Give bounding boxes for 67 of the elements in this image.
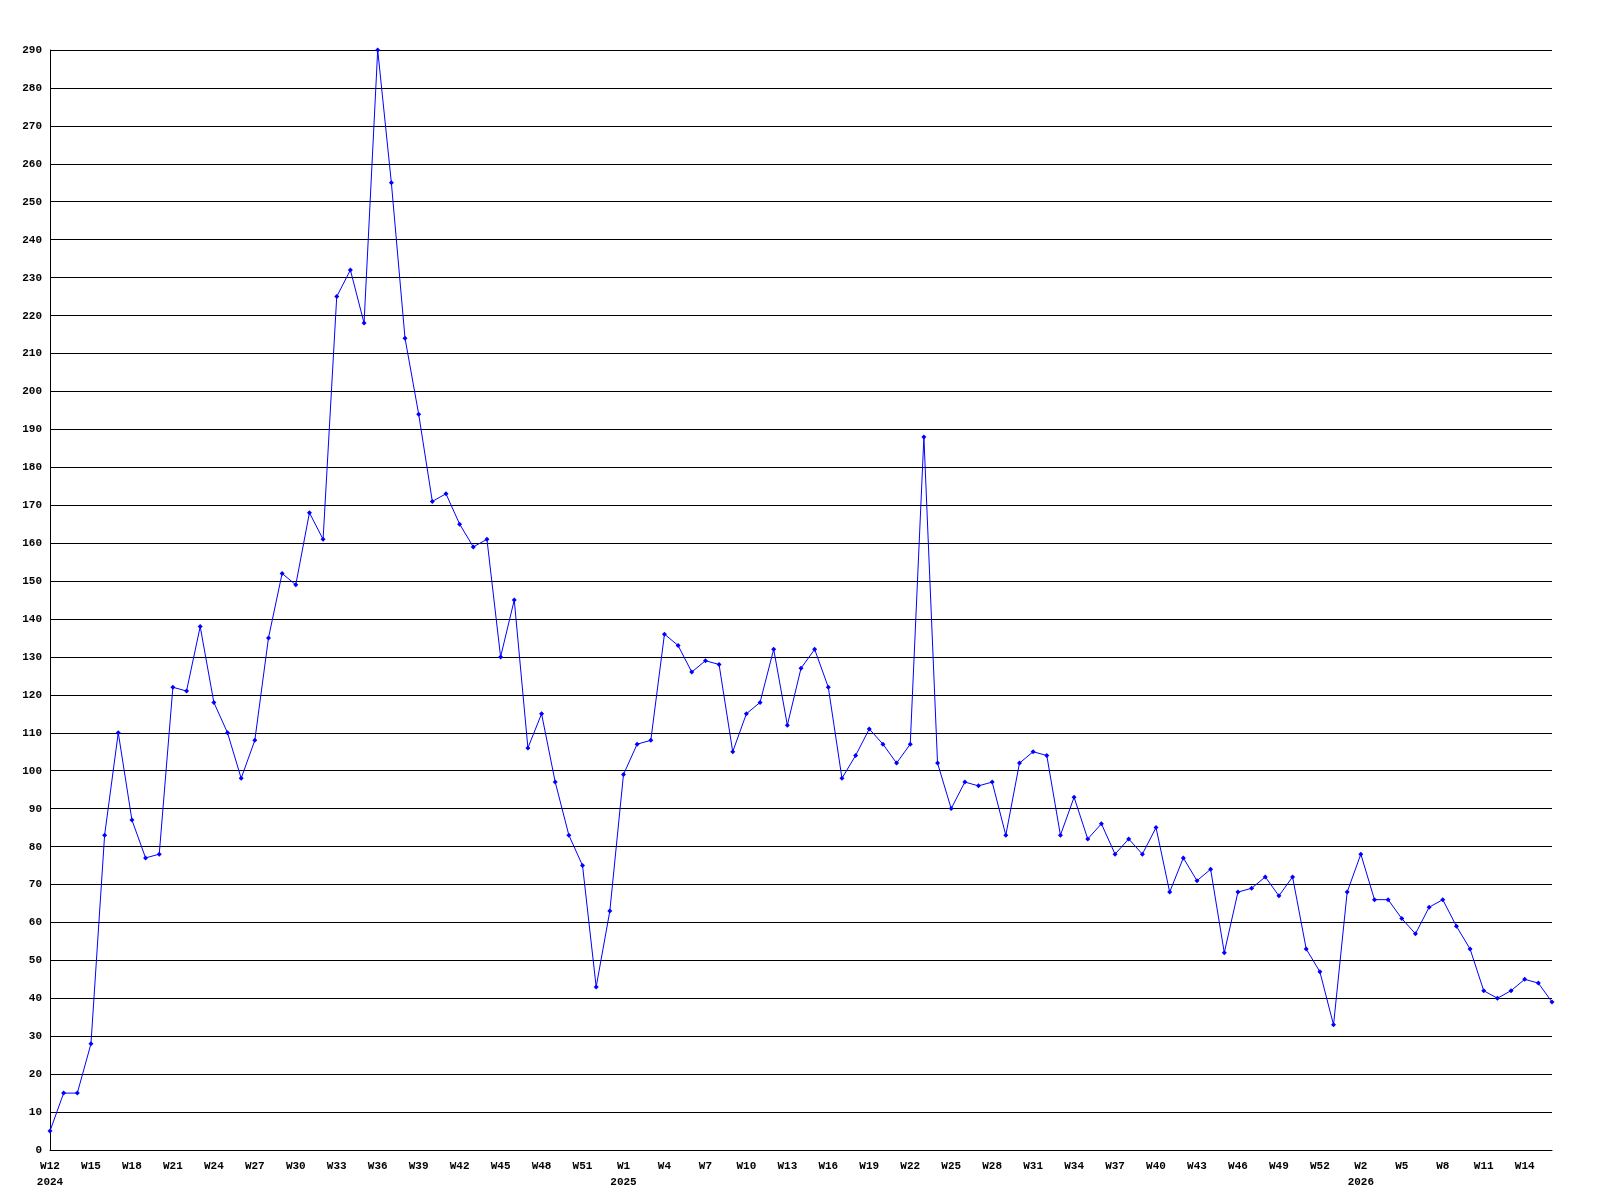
x-tick-label: W36 bbox=[367, 1160, 388, 1172]
x-tick-label: W14 bbox=[1514, 1160, 1535, 1172]
y-tick-label: 50 bbox=[28, 954, 42, 967]
x-tick-label: W16 bbox=[818, 1160, 839, 1172]
x-tick-label: W2 2026 bbox=[1347, 1160, 1375, 1188]
y-tick-label: 180 bbox=[22, 461, 42, 474]
x-tick-label: W5 bbox=[1395, 1160, 1409, 1172]
y-tick-label: 150 bbox=[22, 575, 42, 588]
x-tick-label: W28 bbox=[982, 1160, 1003, 1172]
y-tick-label: 120 bbox=[22, 688, 42, 701]
y-tick-label: 130 bbox=[22, 650, 42, 663]
y-tick-label: 200 bbox=[22, 385, 42, 398]
x-tick-label: W39 bbox=[408, 1160, 429, 1172]
y-tick-label: 40 bbox=[28, 992, 42, 1005]
y-tick-label: 70 bbox=[28, 878, 42, 891]
y-tick-label: 80 bbox=[28, 840, 42, 853]
x-tick-label: W13 bbox=[777, 1160, 798, 1172]
x-tick-label: W25 bbox=[941, 1160, 962, 1172]
y-tick-label: 20 bbox=[28, 1068, 42, 1081]
y-tick-label: 290 bbox=[22, 44, 42, 56]
y-tick-label: 110 bbox=[22, 726, 42, 739]
x-tick-label: W1 2025 bbox=[610, 1160, 638, 1188]
x-tick-label: W30 bbox=[285, 1160, 306, 1172]
x-tick-label: W24 bbox=[203, 1160, 225, 1172]
x-tick-label: W19 bbox=[859, 1160, 880, 1172]
x-tick-label: W8 bbox=[1436, 1160, 1450, 1172]
x-tick-label: W40 bbox=[1146, 1160, 1166, 1172]
y-tick-label: 140 bbox=[22, 612, 42, 625]
y-tick-label: 10 bbox=[28, 1106, 42, 1119]
x-tick-label: W37 bbox=[1105, 1160, 1125, 1172]
y-tick-label: 220 bbox=[22, 309, 42, 322]
x-tick-label: W11 bbox=[1473, 1160, 1495, 1172]
x-tick-label: W46 bbox=[1228, 1160, 1248, 1172]
y-tick-label: 100 bbox=[22, 764, 42, 777]
x-tick-label: W22 bbox=[900, 1160, 921, 1172]
y-tick-label: 210 bbox=[22, 347, 42, 360]
y-tick-label: 90 bbox=[28, 802, 42, 815]
x-tick-label: W43 bbox=[1187, 1160, 1208, 1172]
x-tick-label: W21 bbox=[162, 1160, 184, 1172]
y-tick-label: 160 bbox=[22, 537, 42, 550]
y-tick-label: 230 bbox=[22, 271, 42, 284]
x-tick-label: W7 bbox=[698, 1160, 713, 1172]
y-tick-label: 240 bbox=[22, 233, 42, 246]
x-tick-label: W49 bbox=[1269, 1160, 1289, 1172]
x-tick-label: W52 bbox=[1309, 1160, 1330, 1172]
y-tick-label: 260 bbox=[22, 157, 42, 170]
x-tick-label: W4 bbox=[657, 1160, 672, 1172]
x-tick-label: W48 bbox=[531, 1160, 552, 1172]
y-tick-label: 280 bbox=[22, 81, 42, 94]
x-tick-label: W12 2024 bbox=[36, 1160, 64, 1188]
y-tick-label: 270 bbox=[22, 119, 42, 132]
x-tick-label: W51 bbox=[572, 1160, 593, 1172]
x-tick-label: W10 bbox=[736, 1160, 757, 1172]
x-tick-label: W33 bbox=[326, 1160, 348, 1172]
x-tick-label: W34 bbox=[1064, 1160, 1085, 1172]
x-tick-label: W15 bbox=[81, 1160, 102, 1172]
y-tick-label: 250 bbox=[22, 195, 42, 208]
y-tick-label: 190 bbox=[22, 423, 42, 436]
x-tick-label: W31 bbox=[1023, 1160, 1044, 1172]
y-tick-label: 60 bbox=[28, 916, 42, 929]
x-tick-label: W42 bbox=[449, 1160, 470, 1172]
x-tick-label: W45 bbox=[490, 1160, 511, 1172]
y-tick-label: 0 bbox=[35, 1144, 42, 1156]
y-tick-label: 30 bbox=[28, 1030, 42, 1043]
x-tick-label: W27 bbox=[244, 1160, 265, 1172]
x-tick-label: W18 bbox=[122, 1160, 143, 1172]
y-tick-label: 170 bbox=[22, 499, 42, 512]
